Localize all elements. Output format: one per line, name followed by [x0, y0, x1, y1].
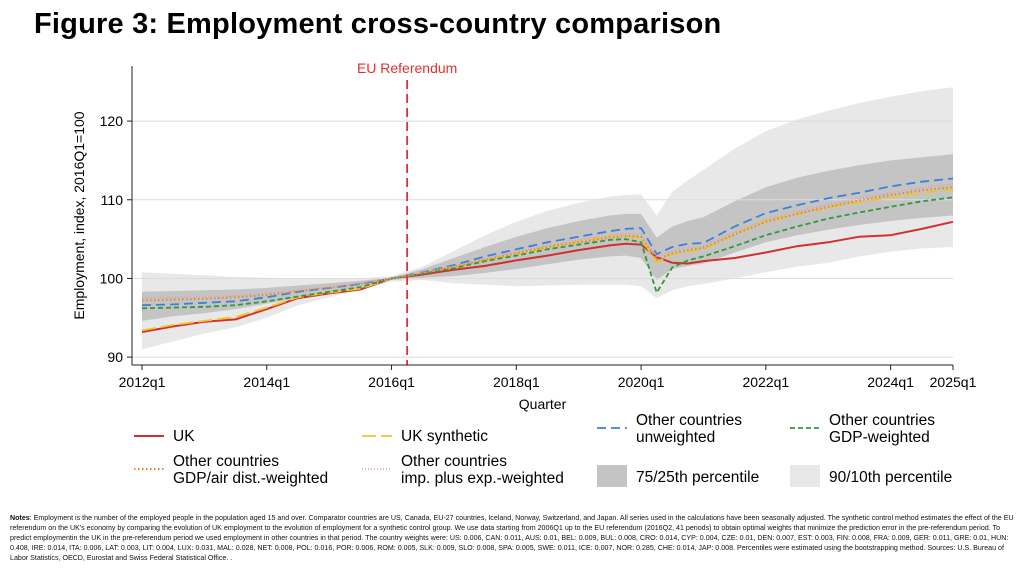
- series-line-other-countries-imp-plus-exp-weighted: [141, 183, 954, 299]
- referendum-label: EU Referendum: [357, 60, 457, 76]
- notes-label: Notes: [10, 514, 30, 522]
- x-axis-title: Quarter: [519, 396, 567, 412]
- y-tick-label-100: 100: [100, 270, 124, 286]
- legend-label-line: GDP-weighted: [829, 429, 930, 446]
- x-tick-label-2022q1: 2022q1: [742, 374, 789, 390]
- legend-label-line: GDP/air dist.-weighted: [173, 470, 328, 487]
- x-tick-label-2018q1: 2018q1: [493, 374, 540, 390]
- legend-label-uk: UK: [173, 428, 195, 445]
- legend-label-other-countries-unweighted: Other countries unweighted: [636, 412, 742, 446]
- x-tick-label-2020q1: 2020q1: [618, 374, 665, 390]
- x-tick-label-2014q1: 2014q1: [243, 374, 290, 390]
- legend-label-75-25th-percentile: 75/25th percentile: [636, 469, 759, 486]
- legend-label-line: Other countries: [173, 453, 279, 470]
- legend-label-other-countries-gdp-air-dist-weighted: Other countries GDP/air dist.-weighted: [173, 453, 328, 487]
- legend-label-line: Other countries: [829, 412, 935, 429]
- figure-notes: Notes: Employment is the number of the e…: [10, 513, 1014, 563]
- legend-label-line: UK synthetic: [401, 428, 488, 445]
- legend-label-line: Other countries: [401, 453, 507, 470]
- x-tick-label-2016q1: 2016q1: [368, 374, 415, 390]
- x-tick-label-2025q1: 2025q1: [930, 374, 977, 390]
- legend-label-90-10th-percentile: 90/10th percentile: [829, 469, 952, 486]
- notes-text: : Employment is the number of the employ…: [10, 514, 1014, 562]
- legend-label-other-countries-imp-plus-exp-weighted: Other countries imp. plus exp.-weighted: [401, 453, 564, 487]
- legend-key-75-25th-percentile: [597, 465, 627, 487]
- x-tick-label-2024q1: 2024q1: [867, 374, 914, 390]
- y-axis-title: Employment, index, 2016Q1=100: [71, 111, 87, 319]
- legend-key-90-10th-percentile: [790, 465, 820, 487]
- y-tick-label-120: 120: [100, 113, 124, 129]
- legend-label-line: 75/25th percentile: [636, 469, 759, 486]
- series-line-other-countries-unweighted: [141, 177, 954, 307]
- y-tick-label-90: 90: [107, 349, 123, 365]
- legend-label-line: imp. plus exp.-weighted: [401, 470, 564, 487]
- employment-chart: EU Referendum 90 100 110 120 2012q1 2014q1 2016…: [71, 60, 977, 487]
- series-line-other-countries-gdp-weighted: [141, 196, 954, 310]
- series-line-other-countries-gdp-air-dist-weighted: [141, 186, 954, 302]
- band-75-25th-percentile: [142, 154, 953, 321]
- x-tick-label-2012q1: 2012q1: [119, 374, 166, 390]
- legend-label-other-countries-gdp-weighted: Other countries GDP-weighted: [829, 412, 935, 446]
- legend-label-uk-synthetic: UK synthetic: [401, 428, 488, 445]
- legend-label-line: Other countries: [636, 412, 742, 429]
- legend-label-line: unweighted: [636, 429, 715, 446]
- y-tick-label-110: 110: [101, 192, 124, 208]
- legend-label-line: UK: [173, 428, 195, 445]
- figure-title: Figure 3: Employment cross-country compa…: [34, 8, 722, 40]
- legend-label-line: 90/10th percentile: [829, 469, 952, 486]
